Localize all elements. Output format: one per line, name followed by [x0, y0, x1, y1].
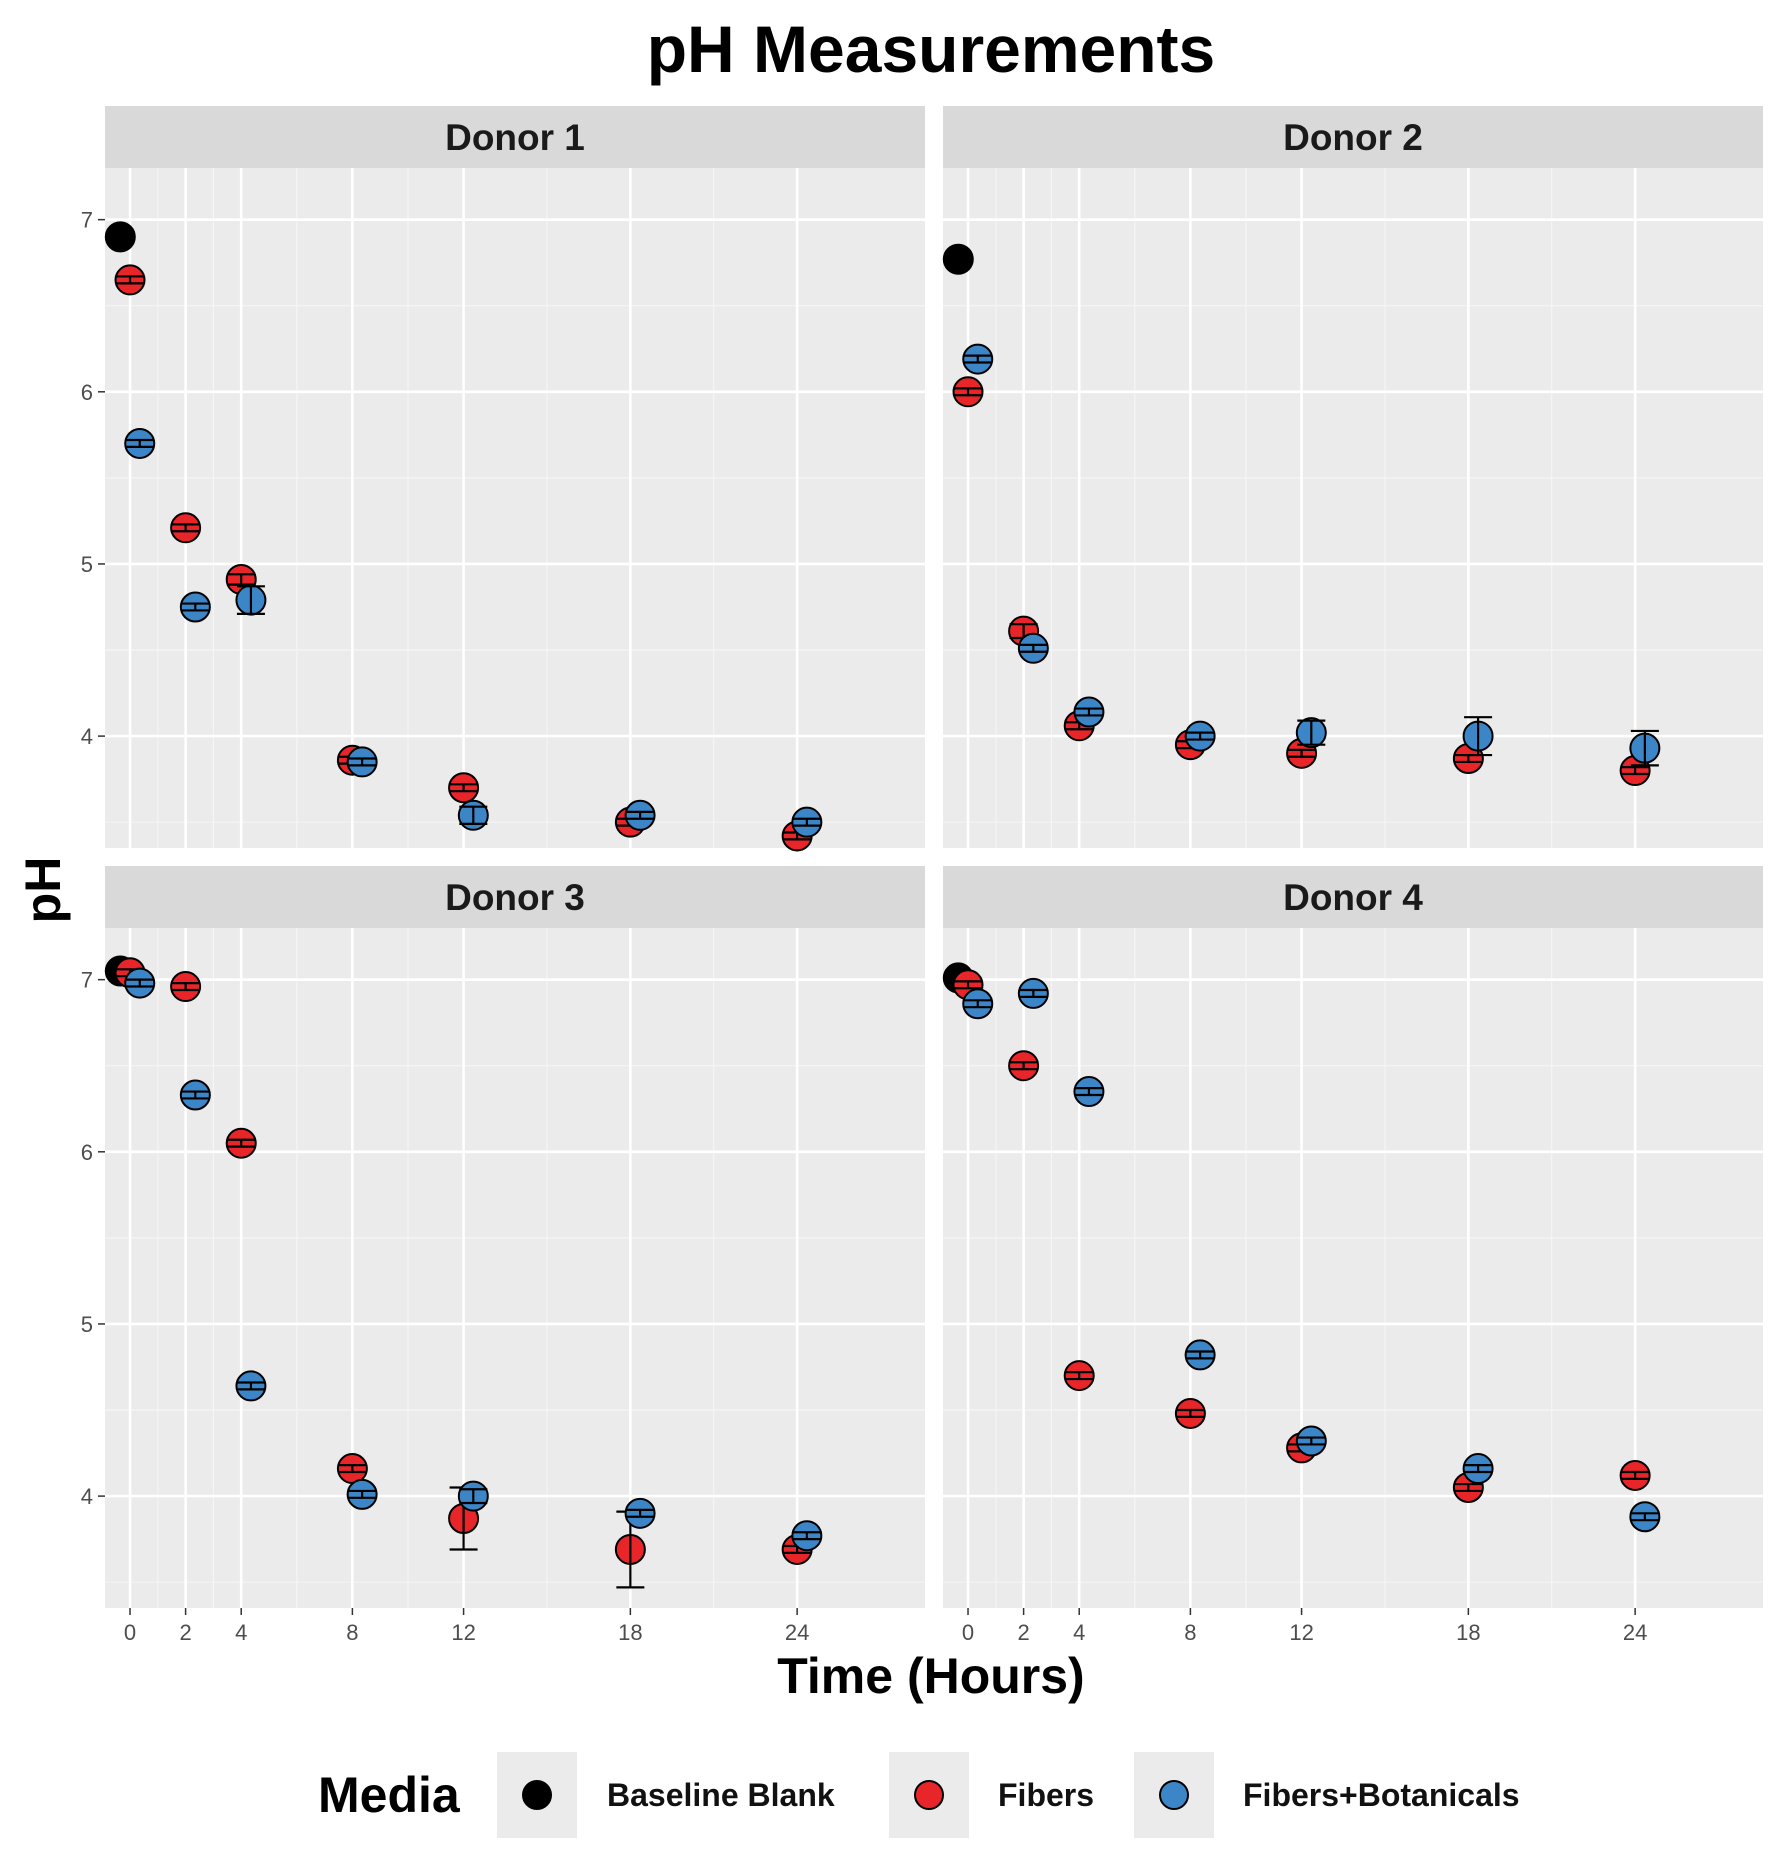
- panel-donor-1: Donor 1 4 5 6 7: [81, 106, 925, 852]
- legend: Media Baseline Blank Fibers Fibers+Botan…: [318, 1752, 1520, 1838]
- series-fibers-botanicals-donor-1: [124, 427, 823, 838]
- strip-donor-4: [943, 866, 1763, 928]
- legend-title: Media: [318, 1767, 461, 1823]
- x-tick-label: 8: [1184, 1620, 1196, 1645]
- legend-label-fibers: Fibers: [998, 1777, 1094, 1813]
- legend-label-baseline-blank: Baseline Blank: [607, 1777, 835, 1813]
- strip-donor-2: [943, 106, 1763, 168]
- x-tick-label: 12: [451, 1620, 475, 1645]
- panel-donor-4: Donor 4: [942, 866, 1763, 1608]
- y-tick-label: 7: [81, 968, 93, 993]
- y-tick-label: 7: [81, 208, 93, 233]
- panel-bg-donor-3: [105, 928, 925, 1608]
- legend-key-fibers: [914, 1780, 944, 1810]
- chart-title: pH Measurements: [647, 12, 1216, 86]
- y-tick-label: 6: [81, 1140, 93, 1165]
- series-fibers-botanicals-donor-2: [962, 343, 1661, 767]
- panel-donor-3: Donor 3 4 5 6 7: [81, 866, 925, 1608]
- point-baseline-blank: [942, 243, 974, 275]
- strip-donor-3: [105, 866, 925, 928]
- x-tick-label: 18: [618, 1620, 642, 1645]
- strip-label-donor-2: Donor 2: [1283, 117, 1423, 158]
- point-baseline-blank: [104, 221, 136, 253]
- strip-label-donor-4: Donor 4: [1283, 877, 1423, 918]
- x-tick-label: 4: [1073, 1620, 1085, 1645]
- y-tick-label: 5: [81, 1312, 93, 1337]
- strip-donor-1: [105, 106, 925, 168]
- legend-label-fibers-botanicals: Fibers+Botanicals: [1243, 1777, 1520, 1813]
- x-tick-label: 12: [1289, 1620, 1313, 1645]
- x-tick-label: 0: [124, 1620, 136, 1645]
- x-axis-title: Time (Hours): [777, 1648, 1084, 1704]
- series-fibers-botanicals-donor-4: [962, 977, 1661, 1533]
- y-axis-title: pH: [15, 857, 71, 924]
- x-tick-label: 2: [1017, 1620, 1029, 1645]
- panels-layer: Donor 1 4 5 6 7 Donor 2 Donor 3 4 5 6 7 Donor 4: [81, 106, 1763, 1608]
- panel-donor-2: Donor 2: [942, 106, 1763, 848]
- y-tick-label: 4: [81, 724, 93, 749]
- series-baseline-blank-donor-2: [942, 243, 974, 275]
- y-tick-label: 6: [81, 380, 93, 405]
- y-tick-label: 4: [81, 1484, 93, 1509]
- x-tick-label: 8: [346, 1620, 358, 1645]
- panel-bg-donor-1: [105, 168, 925, 848]
- y-tick-label: 5: [81, 552, 93, 577]
- x-tick-label: 2: [179, 1620, 191, 1645]
- strip-label-donor-1: Donor 1: [445, 117, 585, 158]
- series-fibers-donor-3: [114, 957, 813, 1589]
- x-ticks-layer: 0 2 4 8 12 18 24 0 2 4 8 12 18 24: [124, 1608, 1647, 1645]
- x-tick-label: 4: [235, 1620, 247, 1645]
- strip-label-donor-3: Donor 3: [445, 877, 585, 918]
- series-baseline-blank-donor-1: [104, 221, 136, 253]
- x-tick-label: 24: [1623, 1620, 1647, 1645]
- series-fibers-botanicals-donor-3: [124, 967, 823, 1552]
- legend-key-fibers-botanicals: [1159, 1780, 1189, 1810]
- legend-key-baseline-blank: [522, 1780, 552, 1810]
- x-tick-label: 0: [962, 1620, 974, 1645]
- x-tick-label: 24: [785, 1620, 809, 1645]
- x-tick-label: 18: [1456, 1620, 1480, 1645]
